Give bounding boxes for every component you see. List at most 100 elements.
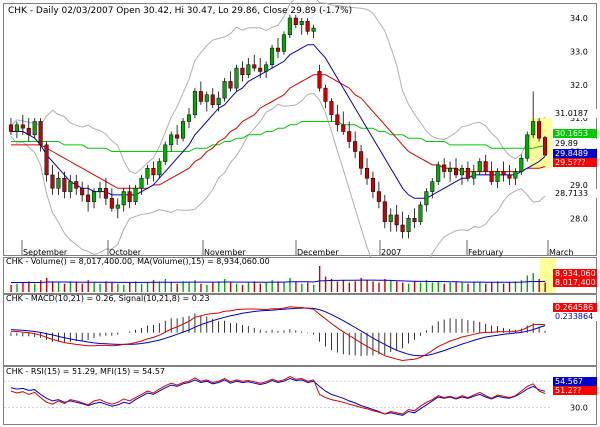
volume-bar (69, 281, 72, 292)
volume-bar (431, 282, 434, 292)
volume-bar (188, 282, 190, 292)
rsi-label-text: 54.567 (555, 377, 583, 386)
candle-body (442, 164, 447, 172)
price-y-tick: 31.0 (570, 114, 588, 123)
highlight-box (530, 118, 552, 169)
volume-bar (384, 279, 386, 292)
candle-body (50, 174, 55, 189)
candle-body (353, 141, 358, 152)
volume-bar (123, 284, 125, 292)
volume-bar (496, 281, 499, 292)
candle-body (103, 188, 108, 199)
candle-body (329, 101, 334, 116)
volume-bar (378, 282, 380, 292)
bollinger-bands (10, 0, 546, 292)
volume-bar (271, 280, 273, 292)
candle-body (341, 124, 346, 132)
volume-bar (449, 282, 451, 292)
rsi-y-tick: 30.0 (570, 404, 588, 413)
candle-body (489, 171, 494, 182)
candle-body (477, 161, 482, 172)
candle-body (198, 91, 203, 102)
bollinger-upper (10, 0, 546, 175)
volume-label-text: 8,017,400 (555, 278, 596, 287)
candle-body (163, 144, 168, 162)
price-label-text: 29.8489 (555, 149, 588, 158)
candle-body (151, 167, 156, 176)
volume-bar (176, 283, 178, 292)
volume-bar (194, 280, 196, 292)
volume-bar (407, 283, 410, 292)
price-label-bg (553, 109, 597, 118)
volume-bar (443, 283, 445, 292)
price-panel (3, 3, 597, 256)
candle-body (186, 114, 192, 122)
volume-bar (170, 282, 172, 292)
volume-bar (63, 283, 66, 292)
candle-body (26, 127, 31, 136)
volume-bar (140, 283, 143, 292)
candle-body (169, 134, 174, 146)
volume-bar (544, 282, 546, 292)
volume-bar (99, 283, 101, 292)
rsi-line (10, 376, 546, 415)
candle-body (275, 47, 281, 52)
candle-body (68, 181, 73, 192)
candle-body (347, 131, 352, 142)
candle-body (44, 144, 49, 176)
macd-histogram (10, 313, 546, 357)
candle-body (228, 81, 233, 89)
candle-body (32, 121, 37, 136)
candle-body (376, 191, 381, 202)
volume-bar (152, 280, 155, 292)
candle-body (436, 164, 441, 182)
macd-panel (3, 294, 597, 366)
price-y-tick: 33.0 (570, 47, 588, 56)
candle-body (192, 91, 197, 116)
macd-label-text: 0.264586 (555, 303, 593, 312)
price-y-tick: 29.0 (570, 181, 588, 190)
volume-bar (330, 279, 333, 292)
candle-body (56, 177, 61, 189)
volume-bar (259, 283, 261, 292)
candle-body (234, 67, 239, 89)
volume-bar (45, 277, 48, 292)
x-tick-label: February (468, 248, 504, 257)
candle-body (430, 181, 435, 192)
candle-body (181, 121, 186, 139)
candle-body (14, 124, 19, 132)
volume-bar (87, 280, 89, 292)
volume-caption: CHK - Volume() = 8,017,400.00, MA(Volume… (6, 257, 270, 266)
volume-bar (413, 281, 416, 292)
candle-body (281, 34, 286, 52)
candle-body (531, 121, 536, 136)
candle-body (252, 64, 257, 69)
volume-bar (200, 283, 202, 292)
volume-label-bg (553, 278, 597, 287)
candle-body (20, 124, 25, 129)
candle-body (471, 171, 476, 179)
rsi-caption: CHK - RSI(15) = 51.29, MFI(15) = 54.57 (6, 367, 165, 376)
volume-ma-path (11, 279, 546, 283)
price-y-tick: 32.0 (570, 81, 588, 90)
candle-body (264, 64, 269, 72)
volume-bars (10, 266, 546, 292)
macd-label-bg (553, 312, 597, 321)
candle-body (501, 171, 506, 176)
volume-bar (51, 281, 54, 292)
candle-body (133, 188, 138, 202)
candle-body (513, 171, 518, 179)
price-label-text: 30.1653 (555, 129, 588, 138)
candle-body (537, 121, 542, 139)
volume-bar (336, 281, 339, 292)
volume-bar (93, 282, 95, 292)
macd-label-bg (553, 303, 597, 312)
candle-body (8, 124, 13, 132)
macd-caption: CHK - MACD(10,21) = 0.26, Signal(10,21,8… (6, 294, 210, 303)
candle-body (412, 218, 417, 222)
x-tick-label: 2007 (381, 248, 401, 257)
candle-body (109, 198, 114, 209)
